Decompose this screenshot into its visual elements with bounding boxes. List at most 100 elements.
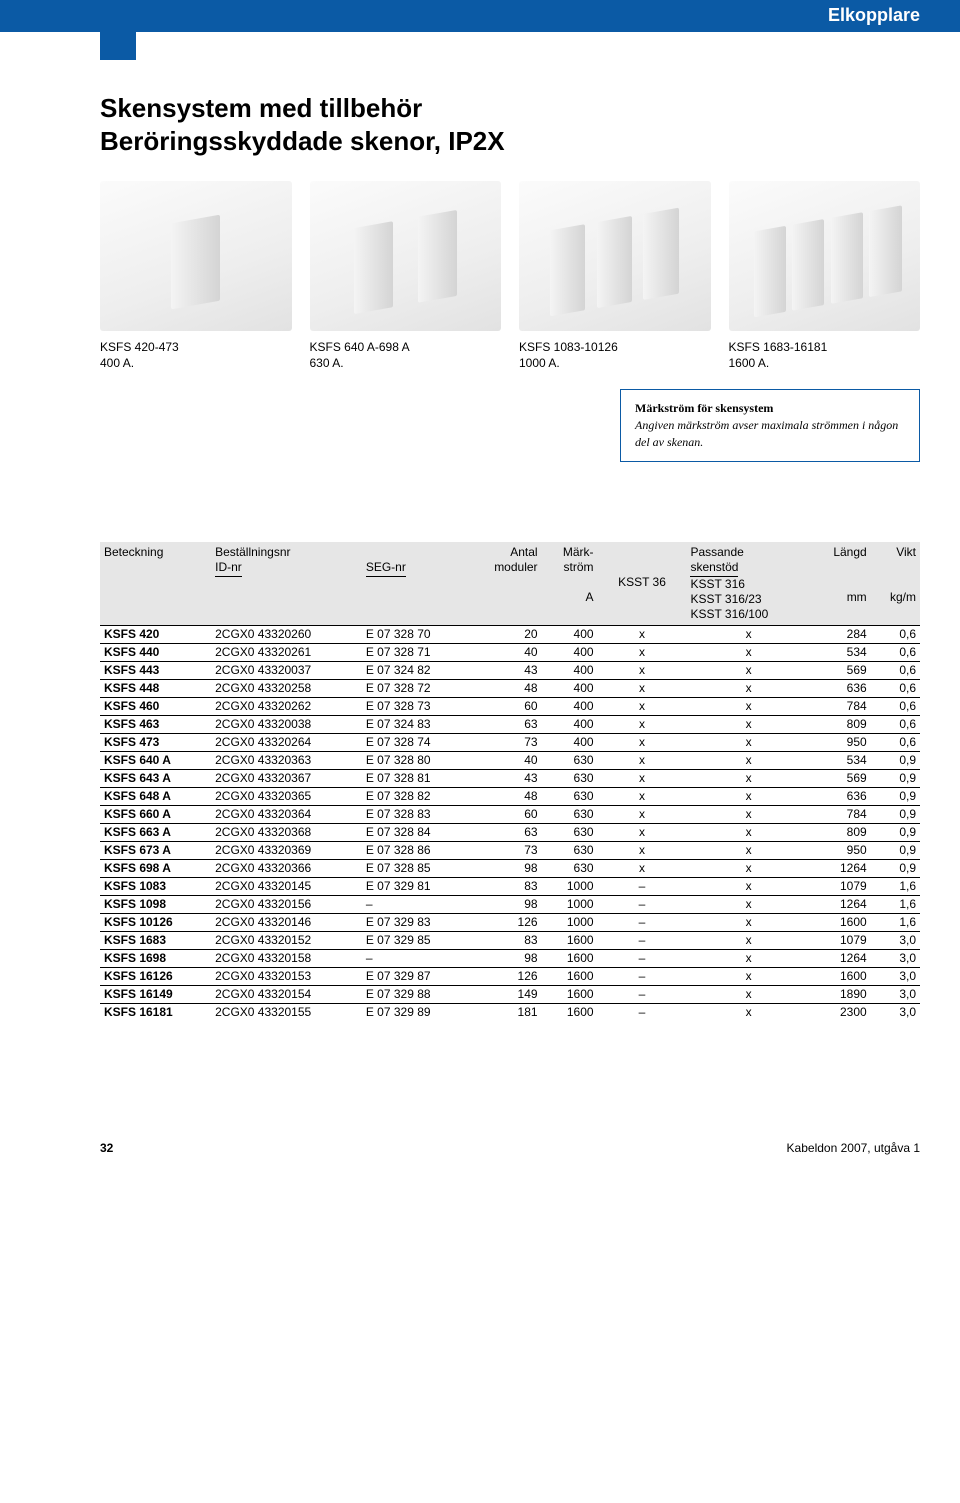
table-cell: 3,0 <box>871 1003 920 1021</box>
table-cell: E 07 329 89 <box>362 1003 467 1021</box>
table-cell: KSFS 1098 <box>100 895 211 913</box>
table-cell: x <box>598 715 687 733</box>
table-cell: 630 <box>542 769 598 787</box>
data-table: Beteckning Beställningsnr ID-nr SEG-nr A… <box>100 542 920 1021</box>
table-cell: 43 <box>467 661 541 679</box>
table-cell: KSFS 663 A <box>100 823 211 841</box>
table-cell: 0,9 <box>871 805 920 823</box>
table-cell: KSFS 463 <box>100 715 211 733</box>
table-cell: 2CGX0 43320156 <box>211 895 362 913</box>
table-cell: x <box>598 733 687 751</box>
table-cell: 0,9 <box>871 769 920 787</box>
table-cell: 2300 <box>811 1003 871 1021</box>
table-cell: 534 <box>811 643 871 661</box>
product-image-3 <box>519 181 711 331</box>
table-cell: 2CGX0 43320038 <box>211 715 362 733</box>
table-cell: 0,6 <box>871 643 920 661</box>
table-cell: 400 <box>542 643 598 661</box>
th-idnr: Beställningsnr ID-nr <box>211 542 362 626</box>
table-cell: E 07 328 85 <box>362 859 467 877</box>
table-cell: 73 <box>467 841 541 859</box>
table-cell: x <box>598 769 687 787</box>
page: Elkopplare Skensystem med tillbehör Berö… <box>0 0 960 1195</box>
table-cell: 0,9 <box>871 787 920 805</box>
caption-sub: 1600 A. <box>729 355 921 371</box>
table-cell: 149 <box>467 985 541 1003</box>
th-label: Antal <box>510 545 537 559</box>
table-cell: 400 <box>542 679 598 697</box>
table-cell: x <box>686 733 810 751</box>
table-cell: 2CGX0 43320155 <box>211 1003 362 1021</box>
table-cell: KSFS 640 A <box>100 751 211 769</box>
table-cell: E 07 328 80 <box>362 751 467 769</box>
table-cell: 1079 <box>811 877 871 895</box>
table-cell: KSFS 10126 <box>100 913 211 931</box>
caption-sub: 400 A. <box>100 355 292 371</box>
table-cell: 0,9 <box>871 751 920 769</box>
table-cell: E 07 328 70 <box>362 625 467 643</box>
table-cell: x <box>686 841 810 859</box>
th-sub2: KSST 316 <box>690 577 744 591</box>
th-unit: A <box>586 590 594 604</box>
table-cell: – <box>598 1003 687 1021</box>
product-image-row <box>100 181 920 331</box>
table-cell: 181 <box>467 1003 541 1021</box>
table-cell: 1600 <box>811 967 871 985</box>
table-cell: E 07 329 85 <box>362 931 467 949</box>
table-cell: 2CGX0 43320368 <box>211 823 362 841</box>
note-body: Angiven märkström avser maximala strömme… <box>635 417 905 451</box>
table-row: KSFS 643 A2CGX0 43320367E 07 328 8143630… <box>100 769 920 787</box>
table-body: KSFS 4202CGX0 43320260E 07 328 7020400xx… <box>100 625 920 1021</box>
caption-title: KSFS 1083-10126 <box>519 339 711 355</box>
th-sub: ström <box>564 560 594 574</box>
table-cell: 40 <box>467 643 541 661</box>
table-cell: – <box>362 895 467 913</box>
page-title: Skensystem med tillbehör Beröringsskydda… <box>100 92 920 157</box>
table-cell: x <box>686 769 810 787</box>
table-cell: 809 <box>811 715 871 733</box>
table-cell: 63 <box>467 715 541 733</box>
th-label: Beteckning <box>104 545 163 559</box>
table-cell: 0,6 <box>871 625 920 643</box>
table-cell: 1600 <box>542 967 598 985</box>
table-cell: 2CGX0 43320369 <box>211 841 362 859</box>
table-cell: 630 <box>542 787 598 805</box>
th-segnr: SEG-nr <box>362 542 467 626</box>
table-cell: x <box>598 859 687 877</box>
table-cell: 1,6 <box>871 895 920 913</box>
publication-info: Kabeldon 2007, utgåva 1 <box>787 1141 920 1155</box>
product-caption-4: KSFS 1683-16181 1600 A. <box>729 339 921 371</box>
table-cell: 1600 <box>542 931 598 949</box>
table-cell: E 07 324 82 <box>362 661 467 679</box>
table-cell: 1000 <box>542 913 598 931</box>
table-cell: KSFS 443 <box>100 661 211 679</box>
table-cell: – <box>598 913 687 931</box>
note-box: Märkström för skensystem Angiven märkstr… <box>620 389 920 461</box>
table-cell: E 07 328 73 <box>362 697 467 715</box>
table-cell: 1600 <box>542 949 598 967</box>
table-head: Beteckning Beställningsnr ID-nr SEG-nr A… <box>100 542 920 626</box>
table-cell: KSFS 473 <box>100 733 211 751</box>
table-cell: 1264 <box>811 949 871 967</box>
table-cell: KSFS 16149 <box>100 985 211 1003</box>
table-cell: 2CGX0 43320260 <box>211 625 362 643</box>
table-row: KSFS 698 A2CGX0 43320366E 07 328 8598630… <box>100 859 920 877</box>
table-cell: 1600 <box>542 985 598 1003</box>
th-vikt: Vikt kg/m <box>871 542 920 626</box>
table-cell: 569 <box>811 769 871 787</box>
table-cell: x <box>686 823 810 841</box>
table-cell: E 07 324 83 <box>362 715 467 733</box>
table-cell: x <box>686 661 810 679</box>
table-row: KSFS 4482CGX0 43320258E 07 328 7248400xx… <box>100 679 920 697</box>
note-title: Märkström för skensystem <box>635 400 905 417</box>
table-cell: 0,6 <box>871 733 920 751</box>
table-cell: 400 <box>542 697 598 715</box>
table-cell: x <box>686 967 810 985</box>
table-cell: 83 <box>467 877 541 895</box>
table-cell: 784 <box>811 805 871 823</box>
table-row: KSFS 101262CGX0 43320146E 07 329 8312610… <box>100 913 920 931</box>
table-cell: – <box>598 931 687 949</box>
table-cell: 950 <box>811 733 871 751</box>
th-sub: skenstöd <box>690 560 738 577</box>
table-row: KSFS 4402CGX0 43320261E 07 328 7140400xx… <box>100 643 920 661</box>
